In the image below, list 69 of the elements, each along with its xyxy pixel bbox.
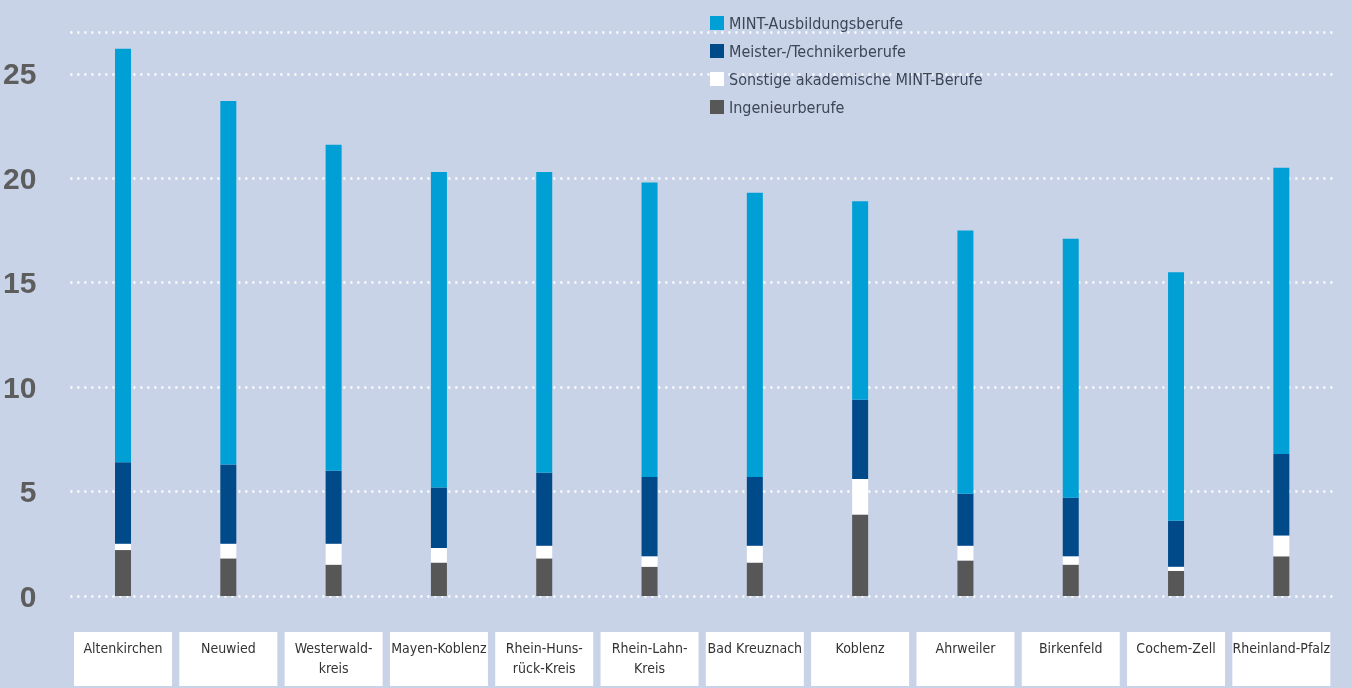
x-tick-label: Ahrweiler — [935, 640, 997, 656]
bar — [1273, 167, 1290, 454]
x-tick-label: Mayen-Koblenz — [391, 640, 488, 656]
bar — [641, 556, 658, 567]
bar — [1062, 564, 1079, 596]
bar — [641, 476, 658, 557]
y-tick-label: 5 — [19, 475, 37, 509]
bar — [1273, 556, 1290, 596]
bar — [325, 564, 342, 596]
bar — [430, 487, 447, 548]
bar — [325, 470, 342, 544]
x-tick-label: Rhein-Lahn- Kreis — [611, 640, 688, 676]
y-tick-label: 10 — [2, 370, 37, 404]
bar — [536, 171, 553, 473]
legend-label: Meister-/Technikerberufe — [729, 41, 906, 61]
bar — [957, 545, 974, 561]
bar — [746, 545, 763, 563]
bar — [1062, 556, 1079, 565]
bar — [325, 144, 342, 471]
bar — [957, 560, 974, 596]
legend-label: MINT-Ausbildungsberufe — [729, 13, 904, 33]
bar — [746, 192, 763, 477]
bar — [220, 100, 237, 465]
bar — [536, 558, 553, 596]
bar — [115, 543, 132, 551]
bar — [1062, 497, 1079, 557]
x-tick-label: Altenkirchen — [83, 640, 163, 656]
bar — [852, 514, 869, 596]
bar — [957, 230, 974, 494]
bar — [641, 182, 658, 477]
bar — [1273, 453, 1290, 536]
x-tick-label: Westerwald- kreis — [294, 640, 373, 676]
x-tick-label: Rhein-Huns- rück-Kreis — [505, 640, 583, 676]
x-tick-label: Bad Kreuznach — [707, 640, 803, 656]
bar — [746, 476, 763, 546]
bar — [220, 558, 237, 596]
bar — [430, 171, 447, 488]
bar — [430, 562, 447, 596]
x-tick-label: Neuwied — [200, 640, 256, 656]
x-tick-label: Cochem-Zell — [1136, 640, 1216, 656]
bar — [1168, 566, 1185, 571]
x-tick-label: Birkenfeld — [1038, 640, 1103, 656]
bar — [536, 472, 553, 546]
bar — [430, 547, 447, 563]
bar — [1273, 535, 1290, 557]
bar — [115, 48, 132, 463]
bar — [325, 543, 342, 565]
bar — [746, 562, 763, 596]
x-tick-label: Rheinland-Pfalz — [1232, 640, 1331, 656]
bar — [957, 493, 974, 546]
bar — [641, 566, 658, 596]
bar — [1168, 570, 1185, 596]
bar — [1168, 520, 1185, 567]
bar — [852, 399, 869, 480]
bar — [220, 543, 237, 559]
bar — [115, 462, 132, 544]
bar — [1062, 238, 1079, 498]
y-tick-label: 0 — [19, 579, 37, 613]
y-tick-label: 15 — [2, 266, 37, 300]
legend-label: Ingenieurberufe — [729, 97, 845, 117]
bar — [115, 550, 132, 596]
y-tick-label: 25 — [2, 57, 37, 91]
legend-label: Sonstige akademische MINT-Berufe — [729, 69, 983, 89]
x-tick-label: Koblenz — [835, 640, 886, 656]
bar — [852, 201, 869, 400]
y-tick-label: 20 — [2, 161, 37, 195]
bar — [1168, 272, 1185, 521]
bar — [220, 464, 237, 544]
bar — [536, 545, 553, 559]
